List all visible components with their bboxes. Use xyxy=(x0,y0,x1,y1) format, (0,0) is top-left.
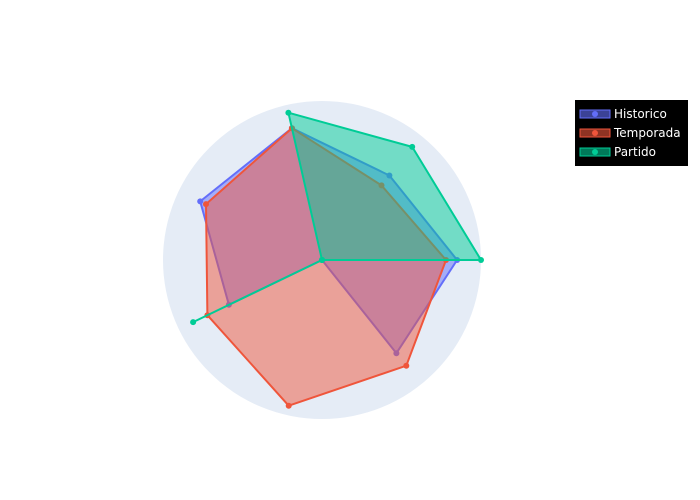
data-point-temporada-4[interactable] xyxy=(203,201,209,207)
legend: Historico Temporada Partido xyxy=(575,100,688,166)
data-point-partido-7[interactable] xyxy=(319,257,325,263)
data-point-partido-2[interactable] xyxy=(409,144,415,150)
legend-marker-historico xyxy=(592,111,598,117)
legend-label-historico: Historico xyxy=(614,107,667,121)
data-point-historico-4[interactable] xyxy=(197,198,203,204)
legend-label-partido: Partido xyxy=(614,145,656,159)
data-point-partido-5[interactable] xyxy=(190,319,196,325)
data-point-partido-1[interactable] xyxy=(478,257,484,263)
data-point-temporada-6[interactable] xyxy=(286,403,292,409)
legend-marker-temporada xyxy=(592,130,598,136)
data-point-partido-3[interactable] xyxy=(285,110,291,116)
legend-marker-partido xyxy=(592,149,598,155)
legend-label-temporada: Temporada xyxy=(613,126,681,140)
data-point-temporada-7[interactable] xyxy=(403,363,409,369)
